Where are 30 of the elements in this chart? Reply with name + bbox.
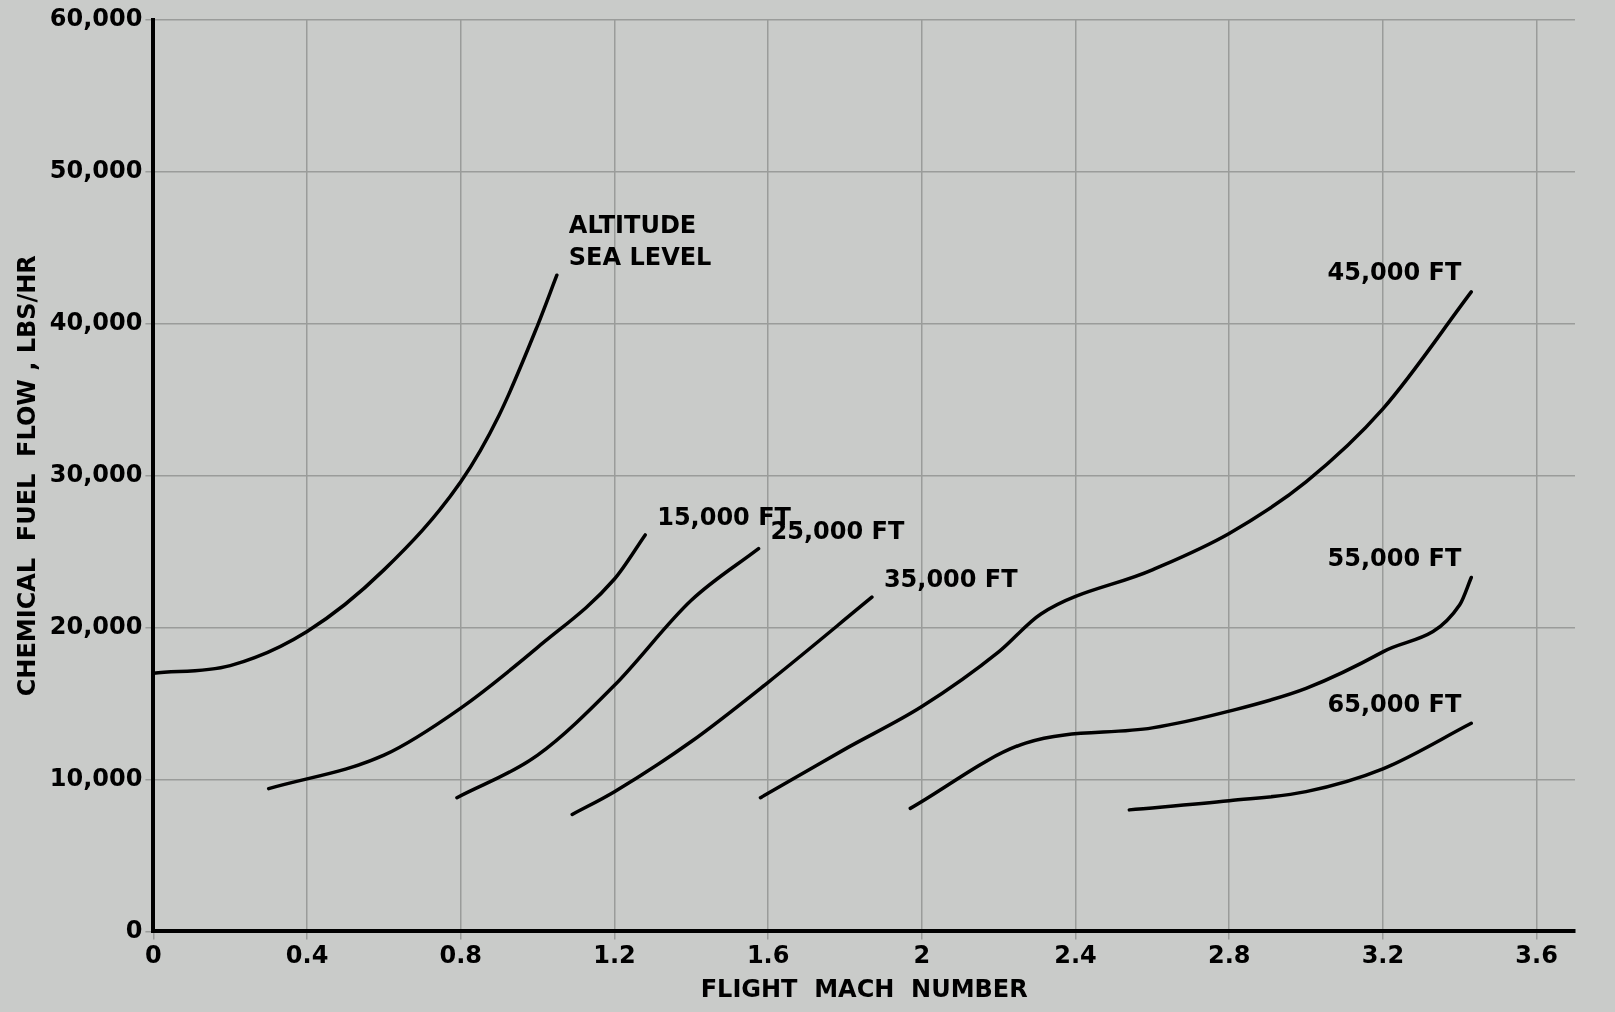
series-label: 45,000 FT — [1327, 258, 1462, 287]
annotation: ALTITUDE — [568, 211, 697, 240]
line-series — [1127, 721, 1474, 812]
y-tick-label: 50,000 — [49, 156, 143, 185]
x-tick-label: 1.6 — [746, 941, 790, 970]
line-series — [758, 290, 1474, 800]
x-tick-label: 0.8 — [439, 941, 483, 970]
x-tick-label: 2.4 — [1054, 941, 1097, 970]
y-tick-label: 20,000 — [49, 611, 143, 640]
x-tick-label: 0 — [145, 941, 162, 970]
x-tick-label: 2 — [913, 941, 931, 970]
y-tick-label: 10,000 — [49, 763, 143, 792]
y-tick-label: 0 — [125, 915, 143, 944]
x-tick-label: 1.2 — [593, 941, 636, 970]
x-tick-label: 0.4 — [285, 941, 329, 970]
series-label: SEA LEVEL — [568, 243, 712, 272]
x-tick-label: 3.6 — [1515, 941, 1558, 970]
line-series — [455, 546, 761, 800]
x-tick-label: 2.8 — [1207, 941, 1251, 970]
series-label: 65,000 FT — [1327, 689, 1462, 718]
x-axis-title: FLIGHT MACH NUMBER — [700, 974, 1028, 1003]
y-tick-label: 40,000 — [49, 308, 143, 337]
line-series — [570, 595, 874, 817]
y-tick-label: 30,000 — [49, 459, 143, 488]
y-tick-label: 60,000 — [49, 4, 143, 33]
series-label: 55,000 FT — [1327, 543, 1462, 572]
series-label: 35,000 FT — [883, 565, 1019, 594]
line-series — [266, 533, 647, 791]
y-axis-title: CHEMICAL FUEL FLOW , LBS/HR — [12, 255, 41, 697]
x-tick-label: 3.2 — [1361, 941, 1405, 970]
